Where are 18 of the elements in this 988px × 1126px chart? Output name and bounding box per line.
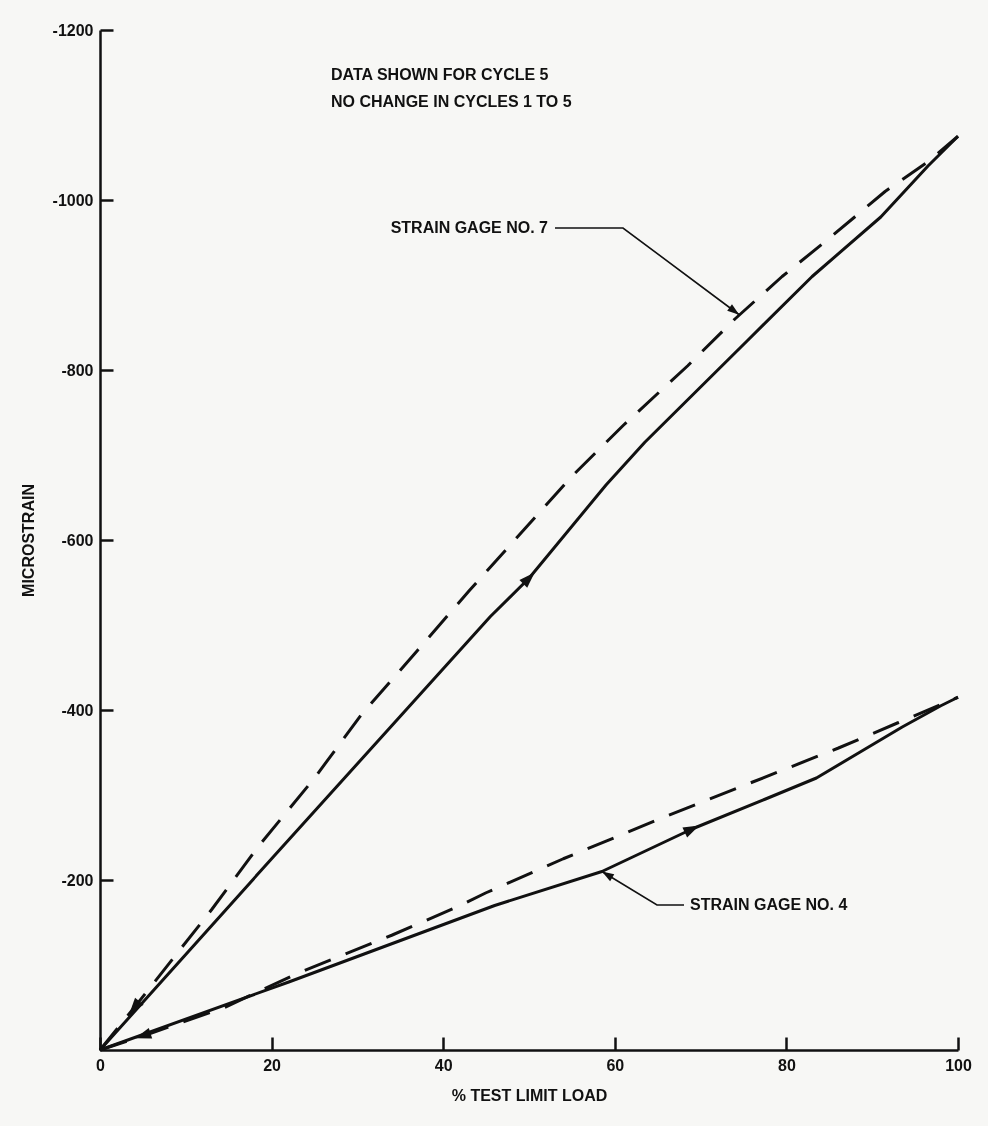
- annotation: STRAIN GAGE NO. 7: [390, 219, 549, 236]
- y-tick-label: -800: [61, 361, 94, 379]
- x-tick-label: 100: [945, 1056, 972, 1074]
- x-tick-label: 20: [263, 1056, 282, 1074]
- annotation: NO CHANGE IN CYCLES 1 TO 5: [331, 93, 572, 110]
- y-tick-label: -400: [61, 701, 94, 719]
- y-axis-title: MICROSTRAIN: [19, 484, 37, 597]
- annotation: STRAIN GAGE NO. 4: [690, 896, 848, 913]
- x-tick-label: 80: [778, 1056, 796, 1074]
- y-tick-label: -200: [61, 871, 94, 889]
- annotation: DATA SHOWN FOR CYCLE 5: [331, 66, 549, 83]
- y-tick-label: -600: [61, 531, 94, 549]
- x-tick-label: 0: [96, 1056, 106, 1074]
- y-tick-label: -1200: [52, 21, 94, 39]
- x-axis-title: % TEST LIMIT LOAD: [451, 1086, 608, 1104]
- x-tick-label: 40: [434, 1056, 453, 1074]
- x-tick-label: 60: [606, 1056, 625, 1074]
- y-tick-label: -1000: [52, 191, 94, 209]
